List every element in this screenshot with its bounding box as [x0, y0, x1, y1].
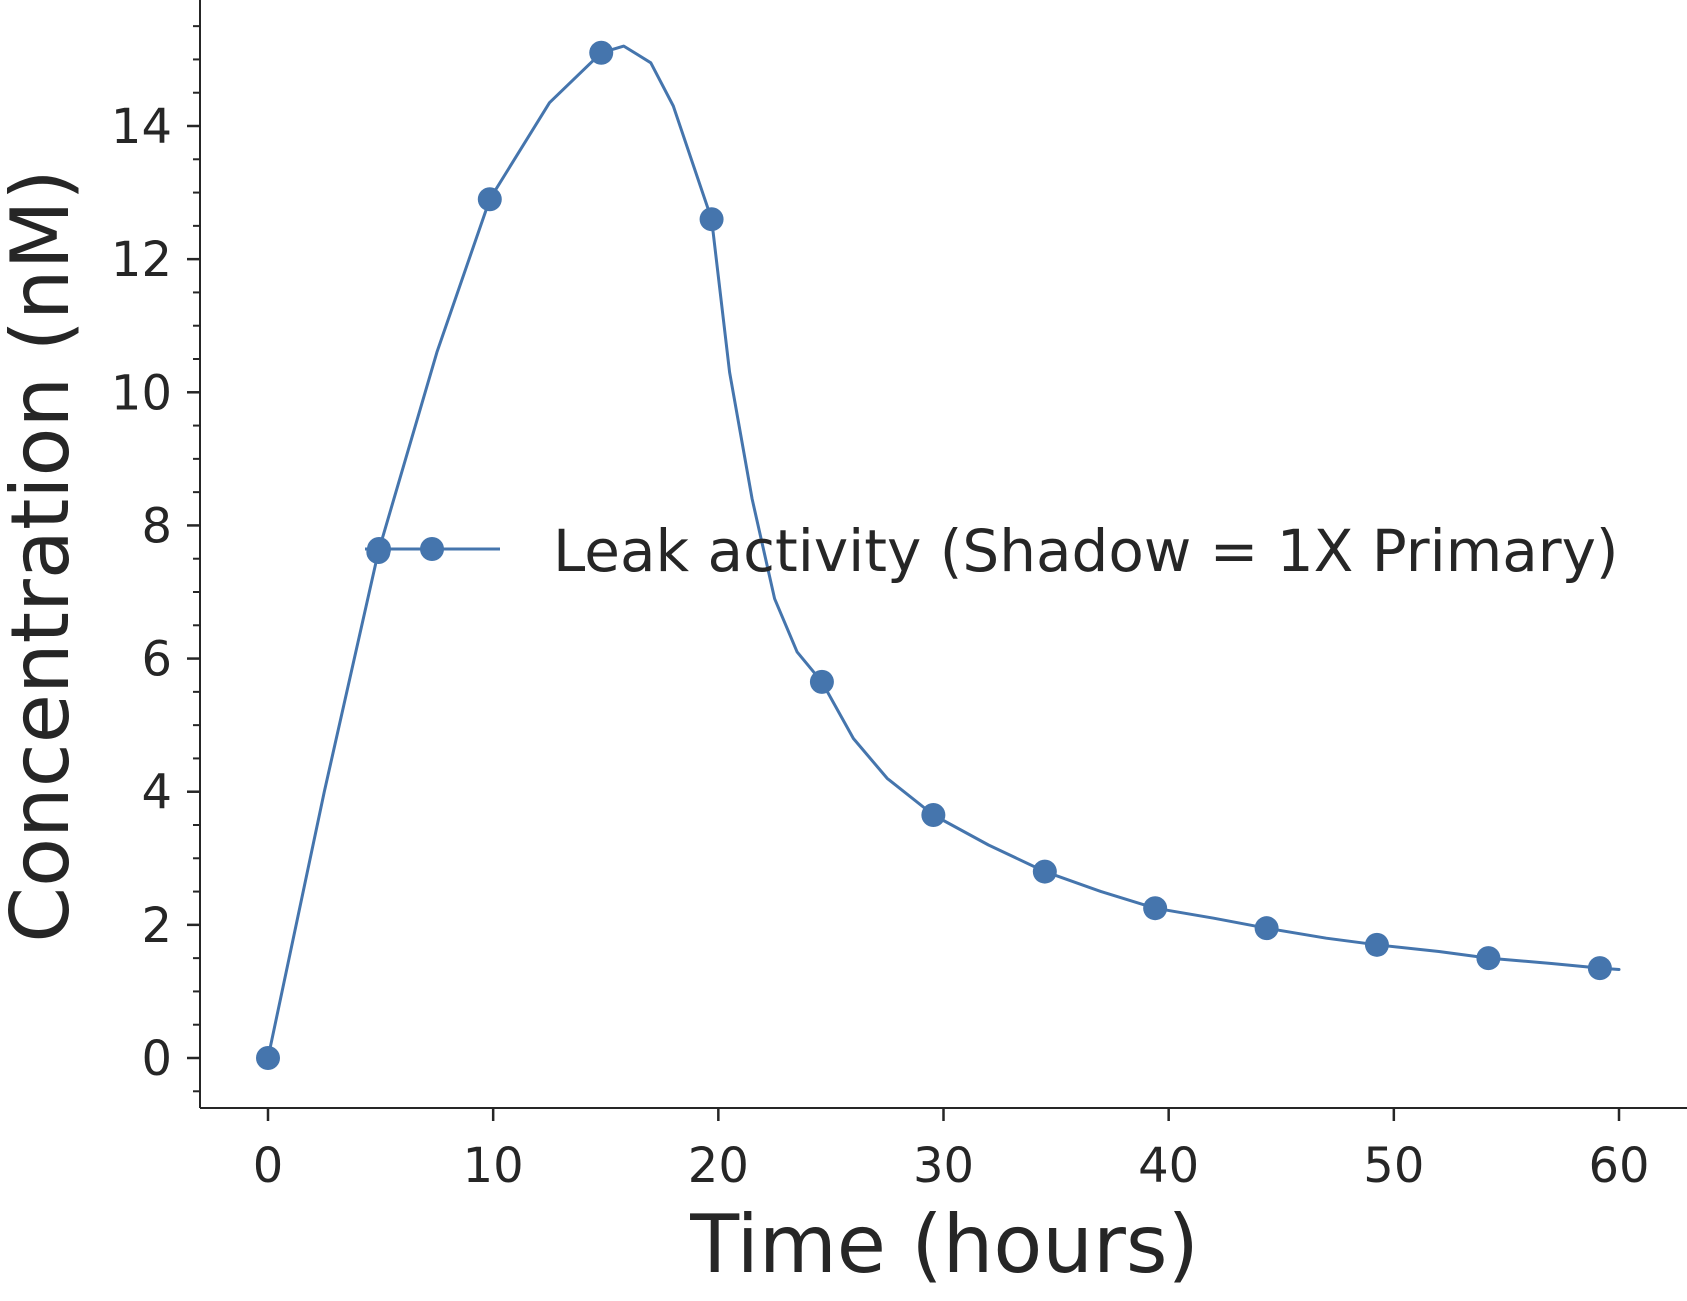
y-tick-label: 12: [111, 232, 172, 288]
x-axis-title: Time (hours): [689, 1198, 1199, 1291]
data-point: [699, 207, 724, 232]
y-tick-label: 0: [141, 1031, 172, 1087]
y-axis-title: Concentration (nM): [0, 169, 87, 943]
y-tick-label: 14: [111, 99, 172, 155]
x-tick-label: 20: [688, 1138, 749, 1194]
y-tick-label: 2: [141, 898, 172, 954]
data-point: [589, 40, 614, 65]
legend-marker: [367, 537, 391, 561]
data-point: [809, 669, 834, 694]
data-point: [1254, 916, 1279, 941]
x-tick-label: 60: [1588, 1138, 1649, 1194]
legend: Leak activity (Shadow = 1X Primary): [365, 517, 1619, 585]
x-tick-label: 0: [253, 1138, 284, 1194]
legend-label: Leak activity (Shadow = 1X Primary): [553, 517, 1619, 585]
y-tick-label: 4: [141, 765, 172, 821]
x-tick-label: 30: [913, 1138, 974, 1194]
x-tick-label: 50: [1363, 1138, 1424, 1194]
y-tick-label: 8: [141, 498, 172, 554]
y-tick-label: 6: [141, 632, 172, 688]
data-point: [1143, 896, 1168, 921]
x-tick-label: 10: [463, 1138, 524, 1194]
data-point: [1032, 859, 1057, 884]
data-point: [1364, 932, 1389, 957]
data-point: [1476, 946, 1501, 971]
legend-marker: [420, 537, 444, 561]
y-tick-label: 10: [111, 365, 172, 421]
data-point: [921, 803, 946, 828]
data-point: [477, 187, 502, 212]
x-tick-label: 40: [1138, 1138, 1199, 1194]
data-point: [256, 1046, 280, 1070]
axes: 0 2 4 6 8 10 12 14 0 10 20 30 40 50 60: [111, 0, 1687, 1194]
data-point: [1587, 956, 1612, 981]
